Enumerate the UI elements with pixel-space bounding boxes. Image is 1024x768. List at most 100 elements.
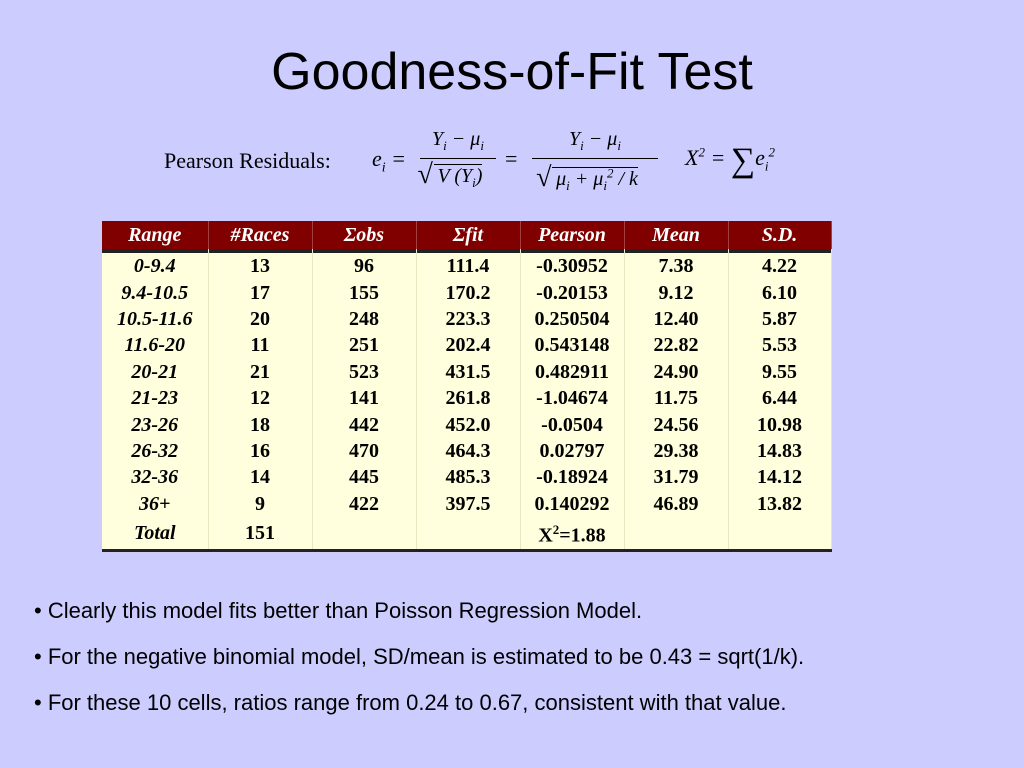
table-cell: 0.482911 — [520, 358, 625, 385]
table-cell: 0.140292 — [520, 490, 625, 517]
table-cell: 12 — [208, 384, 313, 412]
table-cell: 0.02797 — [520, 437, 625, 465]
table-cell: 9.12 — [624, 279, 729, 306]
table-cell: 0.250504 — [520, 305, 625, 333]
table-total-row: Total 151 X2=1.88 — [102, 516, 832, 552]
table-cell: 36+ — [102, 490, 209, 517]
formula-fraction-1: Yi − μi V (Yi) — [418, 128, 498, 191]
table-cell: X2=1.88 — [520, 516, 625, 552]
table-cell: 18 — [208, 411, 313, 438]
table-cell: 14.83 — [728, 437, 832, 465]
table-cell: 11.6-20 — [102, 332, 209, 359]
table-cell: -0.20153 — [520, 279, 625, 306]
formula-label: Pearson Residuals: — [164, 148, 331, 173]
bullet-item: • For these 10 cells, ratios range from … — [34, 690, 787, 715]
formula-equals: = — [505, 146, 518, 171]
table-cell: 202.4 — [416, 332, 521, 359]
table-cell: 431.5 — [416, 358, 521, 385]
header-divider — [102, 249, 832, 253]
table-row: 9.4-10.5 17 155 170.2 -0.20153 9.12 6.10 — [102, 279, 832, 306]
table-cell: 11.75 — [624, 384, 729, 412]
table-cell: 445 — [312, 464, 417, 491]
table-cell: -0.30952 — [520, 253, 625, 280]
table-cell: 452.0 — [416, 411, 521, 438]
table-cell: 251 — [312, 332, 417, 359]
table-cell: Total — [102, 516, 209, 552]
table-cell: 223.3 — [416, 305, 521, 333]
table-cell: 17 — [208, 279, 313, 306]
table-cell: 96 — [312, 253, 417, 280]
table-cell: 0-9.4 — [102, 253, 209, 280]
col-header-pearson: Pearson — [520, 221, 625, 249]
table-cell: 5.87 — [728, 305, 832, 333]
table-row: 11.6-20 11 251 202.4 0.543148 22.82 5.53 — [102, 332, 832, 359]
col-header-fit: Σfit — [416, 221, 521, 249]
table-cell: 14.12 — [728, 464, 832, 491]
formula-fraction-2: Yi − μi μi + μi2 / k — [530, 128, 660, 194]
table-header-row: Range #Races Σobs Σfit Pearson Mean S.D. — [102, 221, 832, 249]
table-cell: 248 — [312, 305, 417, 333]
table-cell: 170.2 — [416, 279, 521, 306]
slide-title: Goodness-of-Fit Test — [271, 43, 753, 101]
table-row: 21-23 12 141 261.8 -1.04674 11.75 6.44 — [102, 384, 832, 412]
table-cell: 46.89 — [624, 490, 729, 517]
table-cell: 442 — [312, 411, 417, 438]
table-cell: 13.82 — [728, 490, 832, 517]
bullet-list: • Clearly this model fits better than Po… — [34, 588, 994, 726]
table-row: 20-21 21 523 431.5 0.482911 24.90 9.55 — [102, 358, 832, 385]
table-cell — [312, 516, 417, 552]
table-cell: 29.38 — [624, 437, 729, 465]
table-cell: 7.38 — [624, 253, 729, 280]
table-cell — [624, 516, 729, 552]
table-cell: -1.04674 — [520, 384, 625, 412]
table-row: 23-26 18 442 452.0 -0.0504 24.56 10.98 — [102, 411, 832, 438]
table-row: 10.5-11.6 20 248 223.3 0.250504 12.40 5.87 — [102, 305, 832, 333]
table-cell: 397.5 — [416, 490, 521, 517]
table-cell: 523 — [312, 358, 417, 385]
table-cell — [416, 516, 521, 552]
table-row: 26-32 16 470 464.3 0.02797 29.38 14.83 — [102, 437, 832, 465]
table-cell: 151 — [208, 516, 313, 552]
table-cell: 4.22 — [728, 253, 832, 280]
table-cell: 9 — [208, 490, 313, 517]
table-cell: 21 — [208, 358, 313, 385]
table-row: 32-36 14 445 485.3 -0.18924 31.79 14.12 — [102, 464, 832, 491]
table-cell: 261.8 — [416, 384, 521, 412]
table-cell: 9.4-10.5 — [102, 279, 209, 306]
chi-square-formula: X2 = ∑ei2 — [685, 142, 775, 179]
table-cell — [728, 516, 832, 552]
col-header-races: #Races — [208, 221, 313, 249]
table-cell: 464.3 — [416, 437, 521, 465]
table-cell: 21-23 — [102, 384, 209, 412]
bullet-item: • For the negative binomial model, SD/me… — [34, 644, 805, 669]
table-cell: 13 — [208, 253, 313, 280]
table-cell: 155 — [312, 279, 417, 306]
table-cell: 10.5-11.6 — [102, 305, 209, 333]
table-cell: 422 — [312, 490, 417, 517]
table-cell: 26-32 — [102, 437, 209, 465]
table-cell: 470 — [312, 437, 417, 465]
table-cell: 5.53 — [728, 332, 832, 359]
table-cell: 11 — [208, 332, 313, 359]
table-cell: 24.90 — [624, 358, 729, 385]
table-cell: 10.98 — [728, 411, 832, 438]
table-cell: 14 — [208, 464, 313, 491]
table-cell: 23-26 — [102, 411, 209, 438]
table-cell: 20 — [208, 305, 313, 333]
table-cell: 9.55 — [728, 358, 832, 385]
table-cell: -0.0504 — [520, 411, 625, 438]
table-cell: 485.3 — [416, 464, 521, 491]
table-cell: 16 — [208, 437, 313, 465]
col-header-mean: Mean — [624, 221, 729, 249]
col-header-sd: S.D. — [728, 221, 832, 249]
bullet-item: • Clearly this model fits better than Po… — [34, 598, 643, 623]
table-cell: 32-36 — [102, 464, 209, 491]
col-header-range: Range — [102, 221, 209, 249]
table-cell: 6.10 — [728, 279, 832, 306]
goodness-of-fit-table: Range #Races Σobs Σfit Pearson Mean S.D.… — [102, 221, 832, 552]
table-cell: 6.44 — [728, 384, 832, 412]
table-row: 36+ 9 422 397.5 0.140292 46.89 13.82 — [102, 490, 832, 517]
table-cell: 0.543148 — [520, 332, 625, 359]
formula-lhs: ei = — [372, 146, 407, 176]
table-cell: 24.56 — [624, 411, 729, 438]
